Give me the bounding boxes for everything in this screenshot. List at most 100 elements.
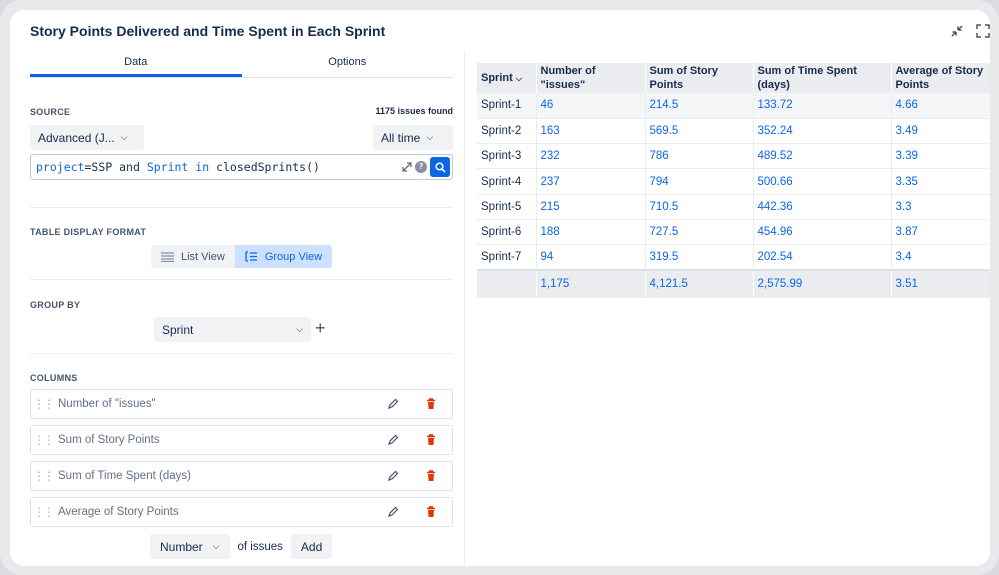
time-range-value: All time	[381, 130, 421, 145]
column-row[interactable]: ⋮⋮ Sum of Story Points	[30, 425, 453, 455]
edit-icon[interactable]	[386, 433, 400, 447]
cell-avg-story-points[interactable]: 3.4	[890, 244, 990, 271]
drag-handle-icon[interactable]: ⋮⋮	[33, 469, 55, 483]
columns-label: COLUMNS	[30, 373, 78, 383]
table-totals-row: 1,175 4,121.5 2,575.99 3.51	[477, 269, 990, 298]
cell-story-points[interactable]: 727.5	[644, 219, 753, 246]
search-icon	[434, 161, 446, 173]
cell-time-spent[interactable]: 202.54	[752, 244, 891, 271]
cell-issues[interactable]: 232	[535, 143, 645, 170]
table-display-label: TABLE DISPLAY FORMAT	[30, 227, 147, 237]
of-issues-label: of issues	[237, 540, 283, 553]
cell-avg-story-points[interactable]: 3.35	[890, 168, 990, 195]
cell-issues[interactable]: 215	[535, 194, 645, 220]
drag-handle-icon[interactable]: ⋮⋮	[33, 433, 55, 447]
list-view-button[interactable]: List View	[151, 245, 235, 268]
column-label: Sum of Time Spent (days)	[58, 470, 191, 482]
total-avg-story-points: 3.51	[890, 269, 990, 298]
source-mode-select[interactable]: Advanced (J... ⌵	[30, 125, 144, 150]
column-row[interactable]: ⋮⋮ Sum of Time Spent (days)	[30, 461, 453, 491]
cell-issues[interactable]: 237	[535, 168, 645, 195]
delete-icon[interactable]	[424, 505, 438, 519]
window-controls	[950, 24, 990, 38]
help-icon[interactable]: ?	[415, 161, 427, 173]
cell-story-points[interactable]: 794	[644, 168, 753, 195]
cell-sprint: Sprint-3	[477, 143, 536, 170]
column-type-select[interactable]: Number ⌵	[150, 534, 230, 559]
tab-options[interactable]: Options	[328, 56, 367, 68]
add-column-button[interactable]: Add	[290, 534, 333, 559]
drag-handle-icon[interactable]: ⋮⋮	[33, 397, 55, 411]
chevron-down-icon: ⌵	[120, 132, 128, 142]
add-column-row: Number ⌵ of issues Add	[150, 534, 333, 559]
cell-avg-story-points[interactable]: 4.66	[890, 93, 990, 119]
cell-avg-story-points[interactable]: 3.3	[890, 194, 990, 220]
cell-issues[interactable]: 188	[535, 219, 645, 246]
header-sum-time-spent: Sum of Time Spent (days)	[752, 63, 891, 93]
results-table-container: Sprint ⌵ Number of "issues" Sum of Story…	[477, 63, 990, 298]
table-row: Sprint-1 46 214.5 133.72 4.66	[477, 93, 990, 119]
cell-sprint: Sprint-5	[477, 194, 536, 220]
cell-avg-story-points[interactable]: 3.87	[890, 219, 990, 246]
edit-icon[interactable]	[386, 469, 400, 483]
column-row[interactable]: ⋮⋮ Number of "issues"	[30, 389, 453, 419]
cell-avg-story-points[interactable]: 3.49	[890, 118, 990, 145]
cell-story-points[interactable]: 319.5	[644, 244, 753, 271]
cell-story-points[interactable]: 710.5	[644, 194, 753, 220]
cell-issues[interactable]: 94	[535, 244, 645, 271]
group-by-select[interactable]: Sprint ⌵	[154, 317, 311, 342]
divider	[30, 353, 453, 354]
delete-icon[interactable]	[424, 433, 438, 447]
divider	[30, 207, 453, 208]
cell-issues[interactable]: 46	[535, 93, 645, 119]
chevron-down-icon: ⌵	[515, 73, 522, 83]
panel-divider	[464, 50, 465, 566]
delete-icon[interactable]	[424, 397, 438, 411]
cell-time-spent[interactable]: 500.66	[752, 168, 891, 195]
source-label: SOURCE	[30, 107, 71, 117]
cell-sprint: Sprint-2	[477, 118, 536, 145]
issues-found-count: 1175 issues found	[375, 106, 453, 116]
search-button[interactable]	[430, 157, 450, 177]
time-range-select[interactable]: All time ⌵	[373, 125, 453, 150]
config-panel: Data Options SOURCE 1175 issues found Ad…	[30, 50, 453, 566]
group-by-label: GROUP BY	[30, 300, 81, 310]
column-type-value: Number	[160, 539, 203, 554]
cell-story-points[interactable]: 786	[644, 143, 753, 170]
tab-bar: Data Options	[30, 50, 453, 78]
header-sprint[interactable]: Sprint ⌵	[477, 63, 536, 93]
cell-story-points[interactable]: 569.5	[644, 118, 753, 145]
tab-data[interactable]: Data	[30, 50, 242, 77]
column-row[interactable]: ⋮⋮ Average of Story Points	[30, 497, 453, 527]
cell-story-points[interactable]: 214.5	[644, 93, 753, 119]
delete-icon[interactable]	[424, 469, 438, 483]
fullscreen-icon[interactable]	[976, 24, 990, 38]
list-icon	[161, 251, 174, 262]
add-group-icon[interactable]: +	[315, 318, 326, 338]
edit-icon[interactable]	[386, 397, 400, 411]
header-avg-story-points: Average of Story Points	[890, 63, 990, 93]
cell-time-spent[interactable]: 352.24	[752, 118, 891, 145]
cell-sprint: Sprint-4	[477, 168, 536, 195]
table-row: Sprint-4 237 794 500.66 3.35	[477, 168, 990, 195]
cell-time-spent[interactable]: 489.52	[752, 143, 891, 170]
cell-time-spent[interactable]: 133.72	[752, 93, 891, 119]
cell-sprint: Sprint-7	[477, 244, 536, 271]
chevron-down-icon: ⌵	[212, 541, 220, 551]
jql-input[interactable]: project=SSP and Sprint in closedSprints(…	[30, 154, 453, 180]
cell-time-spent[interactable]: 442.36	[752, 194, 891, 220]
cell-time-spent[interactable]: 454.96	[752, 219, 891, 246]
cell-sprint: Sprint-1	[477, 93, 536, 119]
jql-actions: ?	[402, 157, 450, 177]
cell-issues[interactable]: 163	[535, 118, 645, 145]
edit-icon[interactable]	[386, 505, 400, 519]
total-sprint	[477, 269, 536, 298]
group-view-button[interactable]: Group View	[234, 245, 333, 268]
view-toggle: List View Group View	[151, 245, 333, 268]
expand-icon[interactable]	[402, 162, 412, 172]
collapse-icon[interactable]	[950, 24, 964, 38]
drag-handle-icon[interactable]: ⋮⋮	[33, 505, 55, 519]
cell-avg-story-points[interactable]: 3.39	[890, 143, 990, 170]
gadget-card: Story Points Delivered and Time Spent in…	[10, 10, 990, 566]
